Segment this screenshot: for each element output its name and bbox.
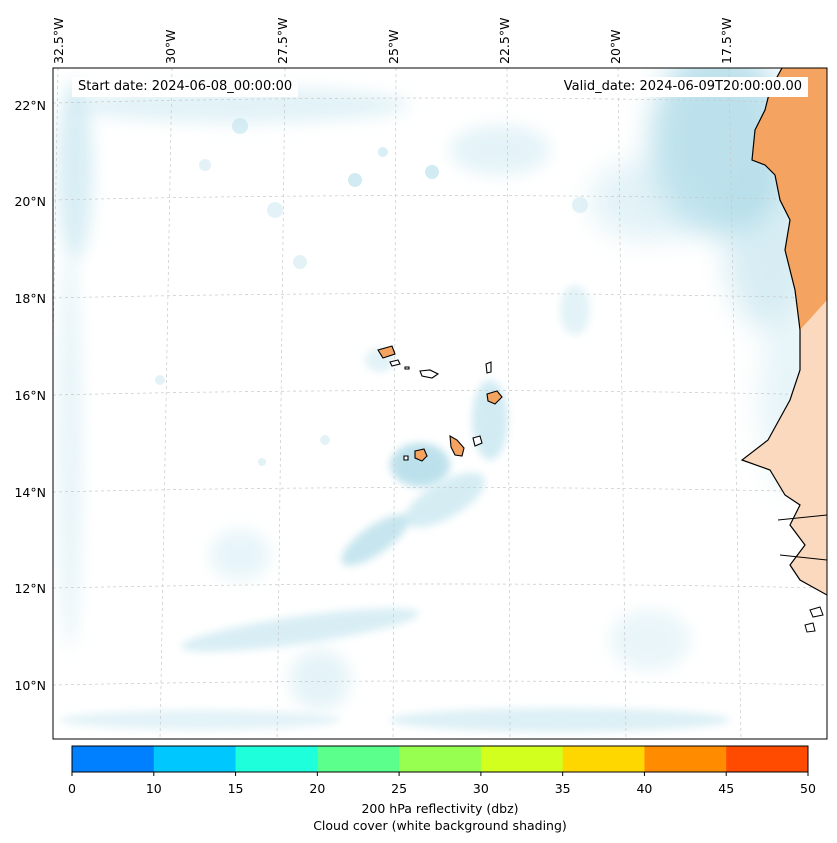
lon-label: 20°W — [608, 29, 623, 64]
lon-label: 17.5°W — [719, 17, 734, 64]
lat-label: 10°N — [14, 678, 46, 693]
colorbar-tick-label: 20 — [309, 781, 326, 796]
colorbar-segment — [562, 746, 645, 772]
colorbar-segment — [72, 746, 155, 772]
colorbar-label-cloud-cover: Cloud cover (white background shading) — [313, 818, 567, 833]
map-frame — [52, 67, 828, 740]
colorbar-segment — [644, 746, 727, 772]
colorbar-segment — [317, 746, 400, 772]
colorbar-label-reflectivity: 200 hPa reflectivity (dbz) — [361, 801, 519, 816]
colorbar-segment — [480, 746, 564, 772]
colorbar-frame — [71, 745, 809, 773]
colorbar-tick-label: 15 — [227, 781, 244, 796]
island-santiago — [449, 434, 465, 457]
lat-label: 16°N — [14, 388, 46, 403]
lat-label: 14°N — [14, 485, 46, 500]
colorbar-segment — [726, 746, 809, 772]
lon-label: 22.5°W — [497, 17, 512, 64]
island-fogo — [414, 448, 428, 462]
lon-label: 27.5°W — [275, 17, 290, 64]
island-brava — [403, 455, 409, 461]
colorbar-tick-label: 10 — [145, 781, 162, 796]
lat-label: 12°N — [14, 581, 46, 596]
colorbar-tick-label: 50 — [800, 781, 816, 796]
valid-date-label: Valid_date: 2024-06-09T20:00:00.00 — [557, 77, 808, 97]
colorbar-tick-label: 25 — [391, 781, 408, 796]
colorbar-tick-label: 40 — [636, 781, 653, 796]
island-sao-nicolau — [419, 369, 440, 379]
lat-label: 22°N — [14, 98, 46, 113]
colorbar-tick-label: 0 — [68, 781, 76, 796]
graticule — [53, 68, 827, 739]
colorbar — [71, 745, 809, 776]
colorbar-tick-label: 35 — [554, 781, 571, 796]
lon-label: 32.5°W — [51, 17, 66, 64]
lon-label: 25°W — [386, 29, 401, 64]
cape-verde-islands — [377, 345, 503, 462]
colorbar-segment — [399, 746, 482, 772]
start-date-label: Start date: 2024-06-08_00:00:00 — [72, 77, 299, 97]
lon-label: 30°W — [163, 29, 178, 64]
island-sal — [485, 361, 492, 374]
island-santo-antao — [377, 345, 396, 359]
island-santa-luzia — [404, 366, 410, 370]
island-sao-vicente — [389, 359, 401, 367]
island-boa-vista — [486, 390, 503, 405]
lat-label: 18°N — [14, 291, 46, 306]
colorbar-tick-label: 45 — [718, 781, 735, 796]
colorbar-tick-label: 30 — [472, 781, 489, 796]
colorbar-segment — [153, 746, 237, 772]
lat-label: 20°N — [14, 194, 46, 209]
coastline-africa — [740, 68, 827, 633]
colorbar-segment — [235, 746, 318, 772]
island-maio — [472, 435, 483, 447]
